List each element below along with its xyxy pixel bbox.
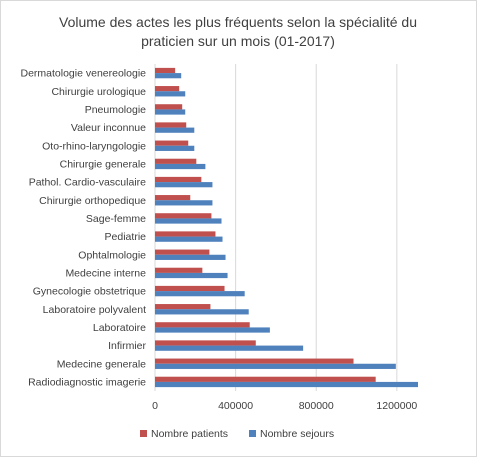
bar-sejours (155, 254, 226, 260)
bar-sejours (155, 291, 245, 297)
category-label: Pneumologie (85, 104, 146, 116)
category-label: Chirurgie orthopedique (39, 195, 146, 207)
bar-sejours (155, 73, 182, 79)
category-label: Laboratoire (93, 322, 146, 334)
bar-patients (155, 322, 250, 328)
category-label: Chirurgie generale (60, 158, 147, 170)
bar-sejours (155, 327, 270, 333)
bar-patients (155, 340, 256, 346)
category-label: Oto-rhino-laryngologie (42, 140, 146, 152)
bar-sejours (155, 182, 213, 188)
category-label: Sage-femme (86, 213, 146, 225)
legend-swatch-patients (140, 430, 147, 437)
category-label: Dermatologie venereologie (21, 68, 147, 80)
bar-patients (155, 195, 191, 201)
legend-swatch-sejours (249, 430, 256, 437)
x-tick-label: 400000 (218, 400, 253, 412)
bar-sejours (155, 145, 195, 151)
chart-title-line-1: Volume des actes les plus fréquents selo… (59, 14, 417, 30)
category-label: Chirurgie urologique (51, 86, 146, 98)
category-label: Gynecologie obstetrique (33, 286, 146, 298)
bar-patients (155, 249, 210, 255)
category-label: Medecine generale (57, 358, 146, 370)
category-label: Radiodiagnostic imagerie (28, 376, 146, 388)
gridlines (154, 64, 398, 391)
bar-sejours (155, 163, 206, 170)
bar-sejours (155, 236, 223, 242)
category-label: Valeur inconnue (71, 122, 146, 134)
chart-title-line-2: praticien sur un mois (01-2017) (141, 33, 335, 49)
category-label: Medecine interne (65, 267, 146, 279)
legend: Nombre patients Nombre sejours (140, 428, 334, 440)
bar-sejours (155, 309, 249, 315)
bars (155, 67, 419, 388)
bar-patients (155, 140, 189, 146)
bar-sejours (155, 91, 186, 97)
category-label: Pathol. Cardio-vasculaire (29, 177, 146, 189)
bar-sejours (155, 272, 228, 279)
bar-sejours (155, 345, 304, 351)
x-axis-ticks: 0 400000 800000 1200000 (152, 400, 417, 412)
bar-patients (155, 267, 203, 273)
bar-patients (155, 358, 354, 364)
bar-patients (155, 213, 212, 219)
bar-patients (155, 231, 216, 237)
category-label: Infirmier (108, 340, 146, 352)
bar-patients (155, 122, 187, 128)
category-labels: Dermatologie venereologie Chirurgie urolo… (21, 68, 147, 389)
bar-sejours (155, 381, 419, 388)
category-label: Laboratoire polyvalent (43, 304, 146, 316)
category-label: Pediatrie (105, 231, 147, 243)
bar-sejours (155, 127, 195, 133)
bar-sejours (155, 363, 396, 369)
legend-label-patients: Nombre patients (151, 428, 228, 440)
category-label: Ophtalmologie (78, 249, 146, 261)
bar-patients (155, 86, 180, 92)
bar-patients (155, 158, 197, 164)
bar-sejours (155, 218, 222, 224)
bar-patients (155, 376, 376, 382)
x-tick-label: 800000 (299, 400, 334, 412)
x-tick-label: 0 (152, 400, 158, 412)
bar-sejours (155, 200, 213, 206)
bar-patients (155, 304, 211, 310)
x-tick-label: 1200000 (376, 400, 417, 412)
legend-label-sejours: Nombre sejours (260, 428, 334, 440)
bar-patients (155, 67, 176, 74)
bar-patients (155, 104, 183, 110)
bar-sejours (155, 109, 186, 115)
bar-patients (155, 285, 225, 292)
bar-patients (155, 176, 202, 183)
